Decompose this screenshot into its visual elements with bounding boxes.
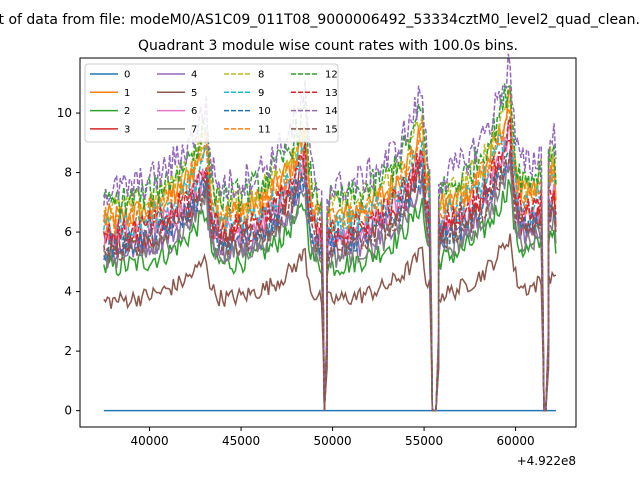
x-tick-label: 60000 <box>497 434 535 448</box>
legend-label-3: 3 <box>124 124 130 135</box>
series-line-15 <box>103 150 557 412</box>
chart-title: Quadrant 3 module wise count rates with … <box>138 38 518 54</box>
legend-label-15: 15 <box>325 124 338 135</box>
y-tick-label: 0 <box>64 404 72 418</box>
y-tick-label: 10 <box>57 106 72 120</box>
legend-label-1: 1 <box>124 88 130 99</box>
legend-label-0: 0 <box>124 70 130 81</box>
series-line-7 <box>103 165 557 412</box>
x-axis: 40000 45000 50000 55000 60000 <box>130 427 535 448</box>
axes-frame <box>79 57 577 428</box>
legend-label-4: 4 <box>191 70 197 81</box>
legend-label-6: 6 <box>191 106 197 117</box>
legend-box <box>84 63 339 143</box>
y-tick-label: 4 <box>64 285 72 299</box>
series-line-13 <box>103 117 557 412</box>
x-offset-label: +4.922e8 <box>517 454 576 468</box>
x-tick-label: 55000 <box>405 434 443 448</box>
legend-label-12: 12 <box>325 70 338 81</box>
legend-label-14: 14 <box>325 106 338 117</box>
series-line-12 <box>103 83 557 412</box>
x-tick-label: 50000 <box>313 434 351 448</box>
legend-label-7: 7 <box>191 124 197 135</box>
legend-label-8: 8 <box>258 70 264 81</box>
chart-suptitle: Plot of data from file: modeM0/AS1C09_01… <box>0 12 640 28</box>
series-line-9 <box>103 116 557 412</box>
y-tick-label: 8 <box>64 166 72 180</box>
legend-label-2: 2 <box>124 106 130 117</box>
legend-label-11: 11 <box>258 124 271 135</box>
series-line-6 <box>103 123 557 412</box>
legend-label-13: 13 <box>325 88 338 99</box>
legend-label-9: 9 <box>258 88 264 99</box>
y-axis: 0 2 4 6 8 10 <box>57 106 80 418</box>
series-line-5 <box>103 233 557 412</box>
y-tick-label: 2 <box>64 344 72 358</box>
series-line-11 <box>103 107 557 412</box>
plot-lines <box>103 53 557 412</box>
series-line-3 <box>103 139 557 412</box>
legend-label-10: 10 <box>258 106 271 117</box>
series-line-14 <box>103 53 557 412</box>
y-tick-label: 6 <box>64 225 72 239</box>
legend-label-5: 5 <box>191 88 197 99</box>
x-tick-label: 40000 <box>130 434 168 448</box>
x-tick-label: 45000 <box>222 434 260 448</box>
